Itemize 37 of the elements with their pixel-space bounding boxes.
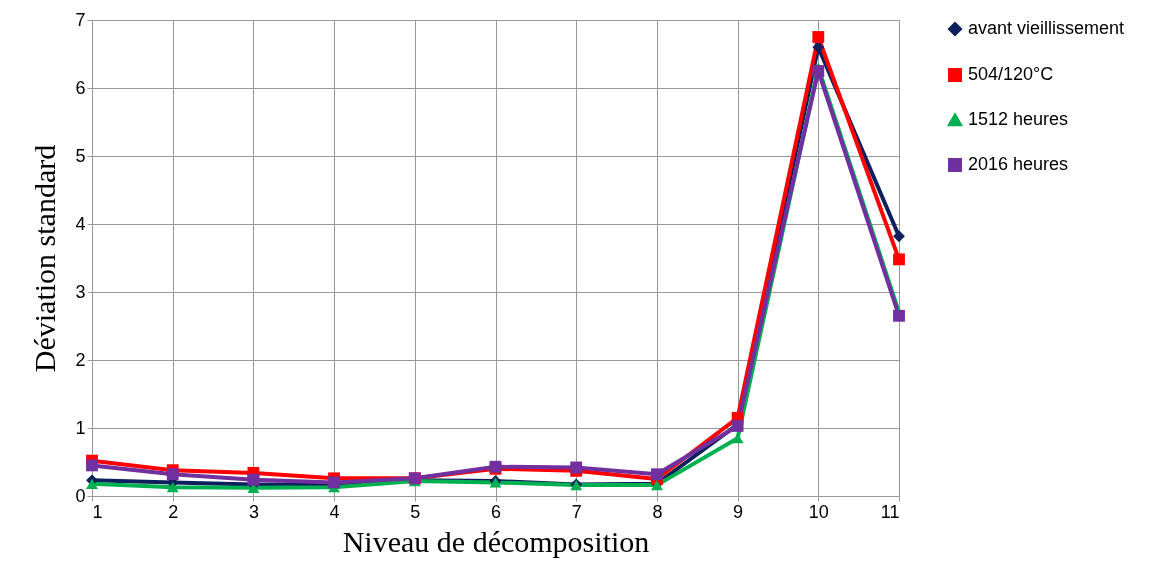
- point: [247, 473, 260, 486]
- point: [166, 482, 179, 493]
- legend-label: 2016 heures: [968, 154, 1069, 174]
- x-axis-title: Niveau de décomposition: [342, 524, 650, 558]
- legend-label: 504/120°C: [968, 64, 1054, 84]
- point: [86, 459, 98, 472]
- x-tick-label: 1: [92, 501, 103, 522]
- point: [812, 31, 825, 43]
- point: [893, 230, 905, 243]
- y-tick-label: 4: [75, 213, 86, 234]
- y-tick-label: 0: [75, 485, 86, 506]
- x-tick-label: 9: [733, 501, 744, 522]
- point: [731, 433, 744, 444]
- y-tick-label: 3: [75, 281, 86, 302]
- point: [893, 309, 905, 322]
- y-tick-label: 1: [75, 417, 86, 438]
- point: [893, 253, 905, 266]
- legend-label: 1512 heures: [968, 109, 1069, 129]
- x-tick-label: 3: [248, 501, 259, 522]
- legend-label: avant vieillissement: [968, 18, 1125, 38]
- x-tick-label: 11: [880, 501, 900, 522]
- point: [86, 478, 98, 489]
- y-tick-label: 6: [75, 77, 86, 98]
- x-tick-label: 7: [571, 501, 582, 522]
- y-tick-label: 2: [75, 349, 86, 370]
- x-tick-label: 8: [652, 501, 663, 522]
- x-tick-label: 10: [808, 501, 829, 522]
- point: [166, 468, 179, 481]
- y-axis-title: Déviation standard: [28, 144, 62, 373]
- x-tick-label: 4: [329, 501, 340, 522]
- x-tick-label: 2: [168, 501, 179, 522]
- point: [812, 65, 825, 77]
- x-tick-label: 6: [490, 501, 502, 522]
- x-tick-label: 5: [410, 501, 421, 522]
- y-tick-label: 7: [75, 9, 86, 30]
- y-tick-label: 5: [75, 145, 86, 166]
- point: [650, 468, 663, 481]
